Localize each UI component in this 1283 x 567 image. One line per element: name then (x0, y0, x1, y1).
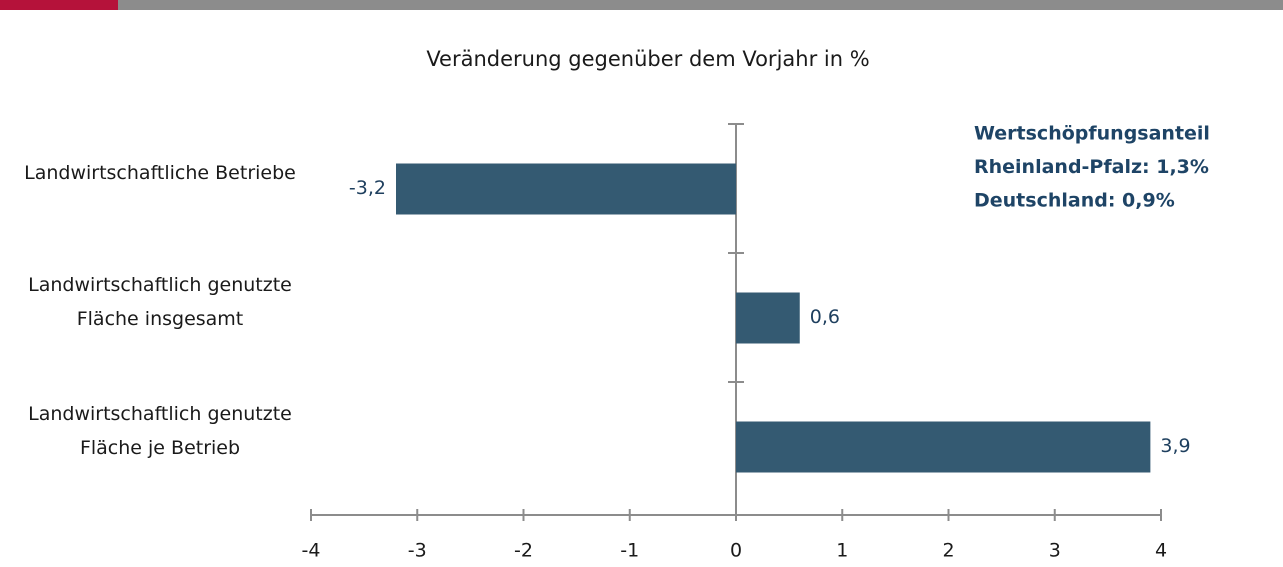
annotation: Rheinland-Pfalz: 1,3% (974, 156, 1209, 178)
chart-title: Veränderung gegenüber dem Vorjahr in % (426, 47, 869, 71)
x-tick-label: 4 (1155, 540, 1167, 562)
x-tick-label: 1 (836, 540, 848, 562)
bar (736, 421, 1151, 473)
x-tick-label: -4 (302, 540, 321, 562)
bar (736, 292, 800, 344)
value-label: 3,9 (1160, 435, 1190, 457)
x-tick-label: -1 (620, 540, 639, 562)
x-tick-label: -3 (408, 540, 427, 562)
x-tick-label: 3 (1049, 540, 1061, 562)
annotation: Wertschöpfungsanteil (974, 123, 1210, 145)
value-label: -3,2 (349, 177, 386, 199)
value-label: 0,6 (810, 306, 840, 328)
x-tick-label: 0 (730, 540, 742, 562)
category-label: Landwirtschaftlich genutzte Fläche insge… (28, 273, 292, 330)
header-accent (0, 0, 118, 10)
x-tick-label: -2 (514, 540, 533, 562)
category-label: Landwirtschaftlich genutzte Fläche je Be… (28, 402, 292, 459)
category-label: Landwirtschaftliche Betriebe (24, 161, 296, 184)
bar (396, 163, 736, 215)
header-bar (118, 0, 1283, 10)
x-tick-label: 2 (942, 540, 954, 562)
annotation: Deutschland: 0,9% (974, 190, 1175, 212)
